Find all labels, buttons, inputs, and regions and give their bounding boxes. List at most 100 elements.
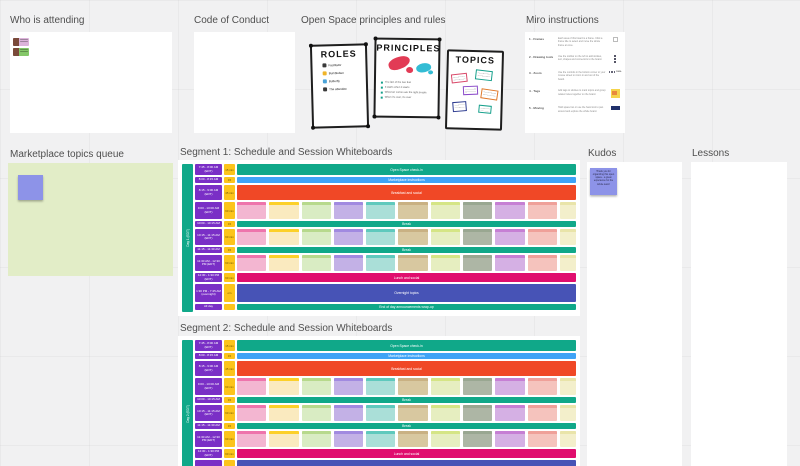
time-block[interactable]: 8:15 - 9:00 AM (EDT) — [195, 361, 222, 376]
session-whiteboard[interactable] — [301, 431, 331, 447]
frame-title-kudos[interactable]: Kudos — [588, 148, 617, 159]
duration-block[interactable]: 15 — [224, 177, 235, 183]
roles-poster[interactable]: ROLES Facilitator Bumblebee Butterfly The a… — [308, 42, 371, 130]
duration-block[interactable]: 60 min — [224, 431, 235, 447]
session-whiteboard[interactable] — [559, 229, 577, 245]
session-whiteboard[interactable] — [366, 202, 396, 219]
duration-block[interactable]: 15 min — [224, 164, 235, 175]
session-whiteboard[interactable] — [366, 229, 396, 245]
session-whiteboard[interactable] — [333, 202, 364, 219]
session-whiteboard[interactable] — [495, 202, 525, 219]
session-whiteboard[interactable] — [269, 229, 299, 245]
time-block[interactable]: 9:00 - 10:00 AM (EDT) — [195, 378, 222, 395]
session-whiteboard[interactable] — [495, 378, 525, 395]
duration-block[interactable]: 15 — [224, 353, 235, 359]
session-whiteboard[interactable] — [463, 431, 493, 447]
duration-block[interactable]: o/n — [224, 460, 235, 466]
kudos-sticky-note[interactable]: Thank you for organizing this open space… — [590, 168, 617, 195]
duration-block[interactable]: 60 min — [224, 449, 235, 458]
day-label-bar[interactable]: Day 2 (EDT) — [182, 340, 193, 466]
attendee-card-1[interactable] — [13, 38, 29, 46]
session-whiteboard[interactable] — [237, 431, 267, 447]
frame-segment-1-schedule[interactable]: Day 1 (EDT) 7:45 - 8:00 AM (EDT) 15 min Ope… — [178, 160, 580, 316]
session-whiteboard[interactable] — [366, 405, 396, 421]
principles-poster[interactable]: PRINCIPLES The law of the two feet It sta… — [372, 36, 442, 120]
duration-block[interactable]: 60 min — [224, 255, 235, 271]
session-whiteboard[interactable] — [269, 255, 299, 271]
agenda-band[interactable]: Break — [237, 247, 576, 253]
duration-block[interactable]: 60 min — [224, 378, 235, 395]
session-whiteboard[interactable] — [559, 202, 577, 219]
session-whiteboard[interactable] — [463, 255, 493, 271]
agenda-band[interactable]: Breakfast and social — [237, 185, 576, 200]
agenda-band[interactable]: Marketplace instructions — [237, 177, 576, 183]
session-whiteboard[interactable] — [527, 229, 557, 245]
frame-title-lessons[interactable]: Lessons — [692, 148, 730, 159]
day-label-bar[interactable]: Day 1 (EDT) — [182, 164, 193, 312]
session-whiteboard[interactable] — [333, 378, 364, 395]
session-whiteboard[interactable] — [301, 405, 331, 421]
session-whiteboard[interactable] — [463, 202, 493, 219]
time-block[interactable]: All day — [195, 304, 222, 310]
agenda-band[interactable]: Break — [237, 221, 576, 227]
frame-marketplace-queue[interactable] — [8, 163, 173, 276]
session-whiteboard[interactable] — [269, 405, 299, 421]
time-block[interactable]: 10:15 - 11:15 AM (EDT) — [195, 229, 222, 245]
frame-title-code-of-conduct[interactable]: Code of Conduct — [194, 15, 270, 26]
duration-block[interactable]: 45 min — [224, 185, 235, 200]
session-whiteboard[interactable] — [463, 405, 493, 421]
time-block[interactable]: 11:30 AM - 12:30 PM (EDT) — [195, 255, 222, 271]
duration-block[interactable]: 60 min — [224, 273, 235, 282]
duration-block[interactable]: 60 min — [224, 405, 235, 421]
session-whiteboard[interactable] — [398, 229, 428, 245]
frame-title-open-space-principles[interactable]: Open Space principles and rules — [301, 15, 446, 26]
frame-miro-instructions[interactable]: 1 - Frames Each area of this board is a f… — [525, 32, 625, 133]
open-space-drawing[interactable]: ROLES Facilitator Bumblebee Butterfly The a… — [301, 30, 508, 135]
time-block[interactable]: 9:00 - 10:00 AM (EDT) — [195, 202, 222, 219]
session-whiteboard[interactable] — [301, 229, 331, 245]
time-block[interactable]: 1:30 PM - 7:45 AM (overnight) — [195, 284, 222, 302]
duration-block[interactable]: o/n — [224, 284, 235, 302]
time-block[interactable]: 11:30 AM - 12:30 PM (EDT) — [195, 431, 222, 447]
session-whiteboard[interactable] — [495, 405, 525, 421]
time-block[interactable]: 8:00 - 8:15 AM — [195, 177, 222, 183]
session-whiteboard[interactable] — [495, 255, 525, 271]
frame-who-is-attending[interactable] — [10, 32, 172, 133]
session-whiteboard[interactable] — [269, 431, 299, 447]
session-whiteboard[interactable] — [430, 405, 461, 421]
session-whiteboard[interactable] — [430, 431, 461, 447]
agenda-band[interactable]: Overnight topics — [237, 284, 576, 302]
frame-kudos[interactable]: Thank you for organizing this open space… — [587, 162, 682, 466]
session-whiteboard[interactable] — [495, 229, 525, 245]
time-block[interactable]: 7:45 - 8:00 AM (EDT) — [195, 164, 222, 175]
frame-lessons[interactable] — [691, 162, 787, 466]
time-block[interactable]: 7:45 - 8:00 AM (EDT) — [195, 340, 222, 351]
session-whiteboard[interactable] — [366, 378, 396, 395]
session-whiteboard[interactable] — [559, 431, 577, 447]
session-whiteboard[interactable] — [430, 202, 461, 219]
agenda-band[interactable]: Open Space check-in — [237, 164, 576, 175]
frame-code-of-conduct[interactable] — [194, 32, 295, 133]
session-whiteboard[interactable] — [527, 378, 557, 395]
session-whiteboard[interactable] — [269, 202, 299, 219]
time-block[interactable]: 10:00 - 10:15 AM — [195, 397, 222, 403]
session-whiteboard[interactable] — [527, 431, 557, 447]
session-whiteboard[interactable] — [527, 202, 557, 219]
duration-block[interactable]: 15 — [224, 397, 235, 403]
session-whiteboard[interactable] — [237, 405, 267, 421]
frame-title-segment-2[interactable]: Segment 2: Schedule and Session Whiteboa… — [180, 323, 393, 334]
time-block[interactable]: 8:00 - 8:15 AM — [195, 353, 222, 359]
session-whiteboard[interactable] — [301, 255, 331, 271]
frame-title-marketplace-queue[interactable]: Marketplace topics queue — [10, 149, 124, 160]
agenda-band[interactable]: Open Space check-in — [237, 340, 576, 351]
session-whiteboard[interactable] — [366, 255, 396, 271]
attendee-card-2[interactable] — [13, 48, 29, 56]
frame-title-miro-instructions[interactable]: Miro instructions — [526, 15, 599, 26]
topic-sticky-note[interactable] — [18, 175, 43, 200]
time-block[interactable]: 10:15 - 11:15 AM (EDT) — [195, 405, 222, 421]
time-block[interactable]: 8:15 - 9:00 AM (EDT) — [195, 185, 222, 200]
session-whiteboard[interactable] — [333, 431, 364, 447]
session-whiteboard[interactable] — [559, 378, 577, 395]
session-whiteboard[interactable] — [430, 229, 461, 245]
session-whiteboard[interactable] — [366, 431, 396, 447]
